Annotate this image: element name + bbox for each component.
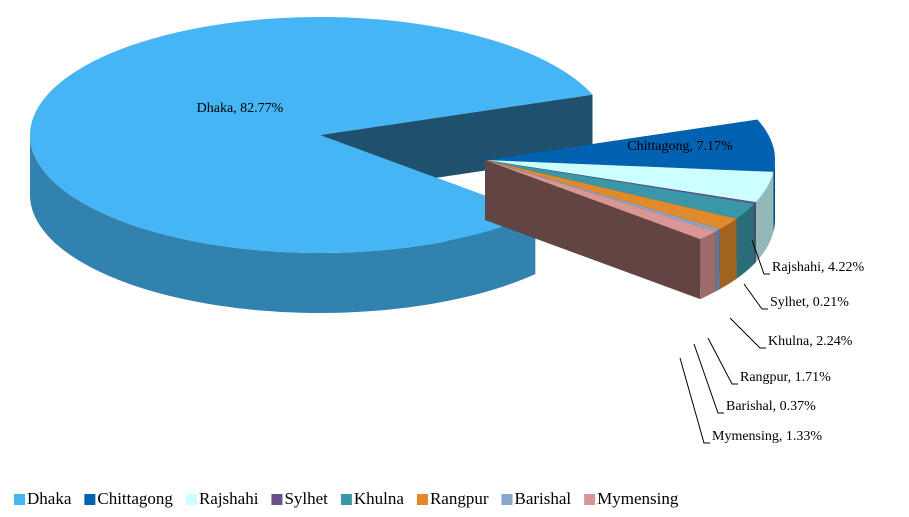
leader-line <box>729 317 766 349</box>
leader-line <box>743 283 768 310</box>
slice-wall <box>755 171 774 263</box>
slice-side <box>485 160 701 300</box>
data-label: Rangpur, 1.71% <box>740 370 831 385</box>
data-label: Barishal, 0.37% <box>726 399 816 414</box>
data-label: Mymensing, 1.33% <box>712 429 822 444</box>
slice <box>485 160 774 203</box>
slice <box>485 160 720 232</box>
data-label: Khulna, 2.24% <box>768 334 853 349</box>
slice <box>485 160 756 204</box>
legend-swatch <box>501 494 513 505</box>
leader-line <box>707 337 738 385</box>
slice <box>485 119 775 172</box>
slice <box>30 16 593 253</box>
legend-label: Khulna <box>354 489 405 508</box>
legend-swatch <box>271 494 283 505</box>
data-label: Dhaka, 82.77% <box>197 101 284 116</box>
slice-wall <box>700 231 716 300</box>
slice-wall <box>773 160 775 232</box>
slice-wall <box>715 229 720 292</box>
leader-line <box>679 357 710 444</box>
legend-label: Rajshahi <box>199 489 259 508</box>
legend-label: Dhaka <box>27 489 72 508</box>
legend-swatch <box>185 494 197 505</box>
legend-swatch <box>84 494 96 505</box>
slice-wall <box>736 203 755 279</box>
data-label: Sylhet, 0.21% <box>770 295 849 310</box>
legend-label: Sylhet <box>284 489 328 508</box>
slice-wall <box>30 135 536 314</box>
legend-swatch <box>340 494 352 505</box>
legend-label: Rangpur <box>430 489 489 508</box>
legend-label: Barishal <box>514 489 571 508</box>
slice <box>485 160 737 230</box>
legend-swatch <box>14 494 25 505</box>
slice <box>485 160 716 240</box>
legend-swatch <box>584 494 596 505</box>
leader-line <box>751 239 770 275</box>
data-label: Chittagong, 7.17% <box>627 139 733 154</box>
legend-label: Chittagong <box>97 489 173 508</box>
legend-swatch <box>416 494 428 505</box>
slice-wall <box>754 202 756 264</box>
leader-line <box>693 343 724 414</box>
data-label: Rajshahi, 4.22% <box>772 260 864 275</box>
legend-label: Mymensing <box>597 489 679 508</box>
slice-wall <box>719 218 737 290</box>
slice <box>485 160 755 219</box>
